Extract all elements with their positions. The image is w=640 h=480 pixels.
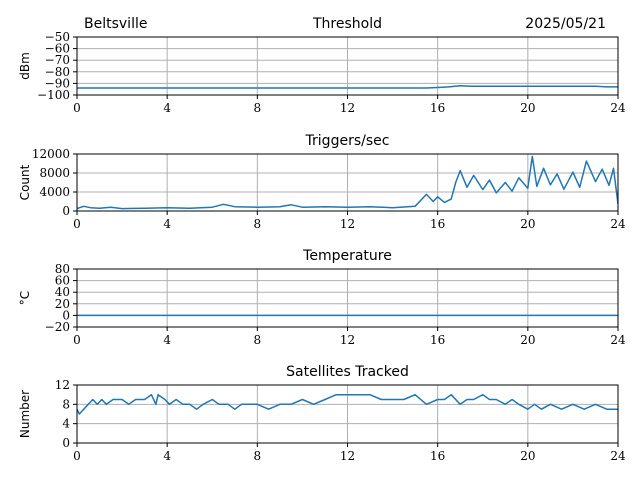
x-tick-label: 24 [610,333,626,347]
x-tick-label: 20 [520,333,535,347]
header-location: Beltsville [84,16,147,32]
charts: 0 4 8 12 16 20 24 −50−60−70−80−90−100 Threshold d… [18,16,626,463]
y-tick-label: −60 [45,42,70,56]
x-tick-label: 16 [430,101,445,115]
x-tick-label: 0 [73,101,81,115]
plot-frame [76,384,619,444]
plot-frame [76,268,619,328]
x-tick-label: 8 [254,101,262,115]
y-axis-label: Number [18,390,32,438]
x-tick-label: 12 [340,449,355,463]
y-tick-label: −70 [45,53,70,67]
x-tick-label: 8 [254,449,262,463]
x-tick-label: 24 [610,217,626,231]
y-tick-label: −80 [45,65,70,79]
x-tick-label: 4 [163,101,171,115]
y-axis-label: dBm [18,52,32,80]
chart-title: Triggers/sec [305,133,390,149]
x-tick-label: 16 [430,449,445,463]
chart-title: Threshold [312,16,382,32]
series-line [77,393,618,415]
x-tick-label: 4 [163,449,171,463]
y-tick-label: 40 [55,285,70,299]
series-line [77,155,618,210]
y-tick-label: −90 [45,76,70,90]
y-tick-label: 0 [62,204,70,218]
y-tick-label: 20 [55,297,70,311]
y-tick-label: 0 [62,436,70,450]
x-tick-label: 24 [610,449,626,463]
plot-frame [76,36,619,96]
y-tick-label: 60 [55,274,70,288]
chart-panel-1: 0 4 8 12 16 20 24 −50−60−70−80−90−100 Threshold d… [18,16,626,115]
x-tick-label: 8 [254,217,262,231]
y-tick-label: 8000 [39,166,70,180]
chart-title: Satellites Tracked [286,364,409,380]
y-tick-label: −20 [45,320,70,334]
x-tick-label: 16 [430,333,445,347]
chart-panel-2: 0 4 8 12 16 20 24 12000 8000 4000 0 Triggers/sec Cou… [18,133,626,231]
x-tick-label: 4 [163,333,171,347]
chart-panel-4: 0 4 8 12 16 20 24 12 8 4 0 Satellites Tracked Number [18,364,626,463]
y-tick-label: 0 [62,308,70,322]
x-tick-label: 0 [73,333,81,347]
plot-frame [76,153,619,212]
x-tick-label: 12 [340,217,355,231]
chart-title: Temperature [302,248,392,264]
x-tick-label: 12 [340,333,355,347]
x-tick-label: 20 [520,449,535,463]
x-tick-label: 24 [610,101,626,115]
series-line [77,84,618,89]
y-tick-label: 4 [62,417,70,431]
x-tick-label: 4 [163,217,171,231]
x-tick-label: 16 [430,217,445,231]
y-tick-label: 80 [55,262,70,276]
y-tick-label: −100 [37,88,70,102]
header-date: 2025/05/21 [525,16,606,32]
y-tick-label: 12000 [32,147,70,161]
y-tick-label: 4000 [39,185,70,199]
y-tick-label: 8 [62,397,70,411]
x-tick-label: 8 [254,333,262,347]
y-axis-label: °C [18,291,32,305]
y-axis-label: Count [18,164,32,200]
y-tick-label: 12 [55,378,70,392]
x-tick-label: 0 [73,217,81,231]
x-tick-label: 20 [520,101,535,115]
y-tick-label: −50 [45,30,70,44]
x-tick-label: 20 [520,217,535,231]
x-tick-label: 0 [73,449,81,463]
x-tick-label: 12 [340,101,355,115]
